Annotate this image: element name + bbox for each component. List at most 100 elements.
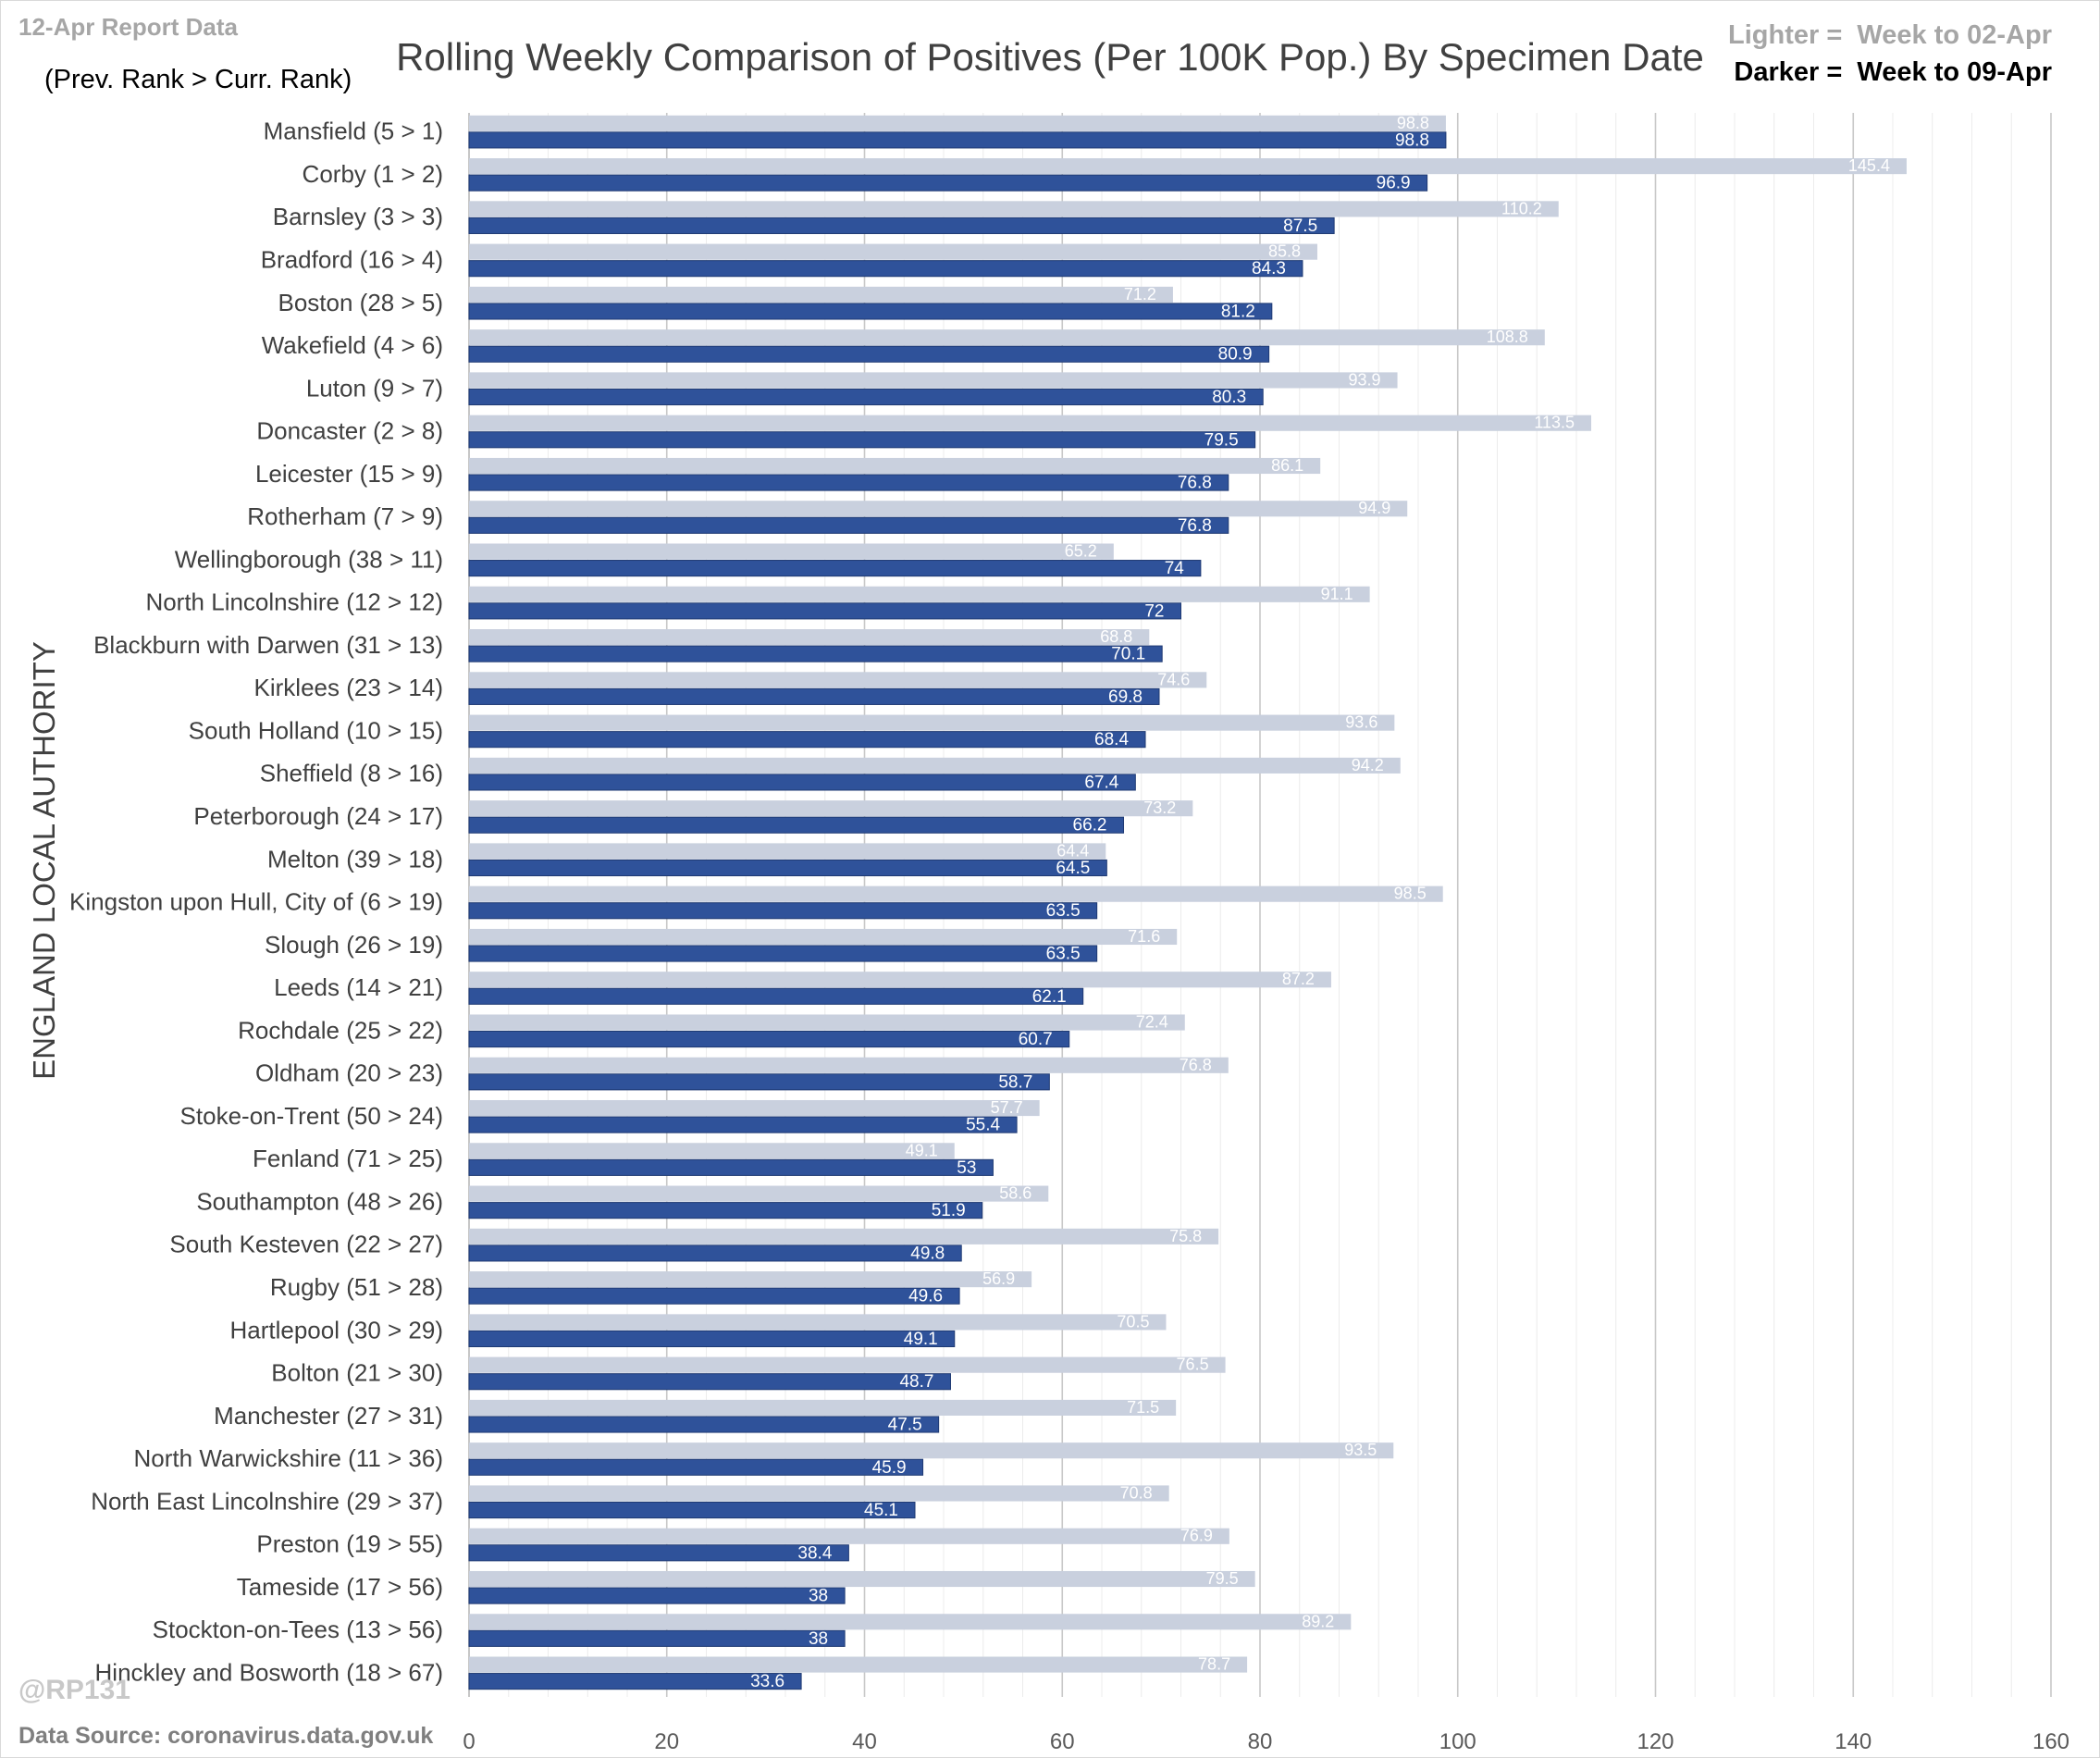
- bar-previous-week: [469, 243, 1317, 260]
- data-label-current-week: 48.7: [899, 1372, 933, 1392]
- category-label: North Warwickshire (11 > 36): [134, 1444, 443, 1472]
- category-label: Doncaster (2 > 8): [256, 417, 443, 445]
- bar-current-week: [468, 345, 1270, 363]
- bar-current-week: [468, 1544, 849, 1562]
- category-label: Hartlepool (30 > 29): [229, 1316, 443, 1343]
- bar-current-week: [468, 1030, 1070, 1048]
- data-label-previous-week: 75.8: [1169, 1227, 1202, 1245]
- category-label: Sheffield (8 > 16): [260, 760, 443, 787]
- category-label: Mansfield (5 > 1): [264, 118, 443, 145]
- bar-previous-week: [469, 800, 1193, 817]
- data-label-current-week: 84.3: [1252, 259, 1286, 279]
- data-label-previous-week: 49.1: [906, 1141, 938, 1159]
- bar-previous-week: [469, 1399, 1177, 1417]
- bar-current-week: [468, 388, 1264, 406]
- data-label-previous-week: 71.6: [1128, 927, 1160, 946]
- data-label-current-week: 49.1: [904, 1330, 938, 1349]
- bar-current-week: [468, 987, 1084, 1005]
- x-tick-label: 60: [1050, 1729, 1075, 1754]
- bar-previous-week: [469, 885, 1443, 902]
- data-label-current-week: 72: [1144, 601, 1164, 621]
- bar-previous-week: [469, 843, 1106, 860]
- category-label: Peterborough (24 > 17): [193, 802, 443, 830]
- data-label-current-week: 49.8: [910, 1244, 945, 1263]
- data-label-previous-week: 86.1: [1271, 456, 1303, 475]
- bar-current-week: [468, 217, 1335, 234]
- data-label-previous-week: 91.1: [1321, 585, 1353, 603]
- data-label-current-week: 69.8: [1108, 687, 1143, 707]
- bar-current-week: [468, 1073, 1050, 1091]
- bar-previous-week: [469, 1057, 1229, 1073]
- data-label-previous-week: 71.5: [1127, 1398, 1159, 1417]
- category-label: Preston (19 > 55): [256, 1530, 443, 1558]
- data-label-previous-week: 85.8: [1268, 242, 1301, 261]
- bar-current-week: [468, 1116, 1018, 1133]
- data-label-previous-week: 93.9: [1349, 370, 1381, 389]
- data-label-previous-week: 93.5: [1344, 1441, 1377, 1459]
- category-label: Kirklees (23 > 14): [254, 674, 443, 701]
- bar-previous-week: [469, 1014, 1185, 1031]
- bar-previous-week: [469, 757, 1401, 774]
- data-label-previous-week: 89.2: [1302, 1612, 1334, 1630]
- data-label-previous-week: 87.2: [1282, 970, 1315, 988]
- data-label-previous-week: 57.7: [991, 1098, 1023, 1117]
- bar-previous-week: [469, 1570, 1255, 1588]
- category-label: Leeds (14 > 21): [274, 973, 443, 1001]
- bar-current-week: [468, 1373, 951, 1391]
- category-label: Blackburn with Darwen (31 > 13): [93, 631, 443, 659]
- bar-previous-week: [469, 1442, 1394, 1459]
- bar-previous-week: [469, 1356, 1226, 1373]
- x-axis-ticks: 0 20 40 60 80 100 120 140 160: [463, 1729, 2069, 1754]
- data-label-current-week: 76.8: [1178, 516, 1212, 536]
- data-label-current-week: 33.6: [750, 1672, 784, 1691]
- data-label-current-week: 67.4: [1084, 773, 1118, 792]
- bar-previous-week: [469, 1485, 1169, 1502]
- data-source: Data Source: coronavirus.data.gov.uk: [19, 1723, 434, 1749]
- rank-note: (Prev. Rank > Curr. Rank): [44, 65, 352, 94]
- data-label-previous-week: 113.5: [1534, 414, 1575, 432]
- data-label-current-week: 60.7: [1019, 1030, 1053, 1049]
- data-label-current-week: 51.9: [932, 1201, 966, 1220]
- bar-current-week: [468, 1330, 956, 1348]
- data-label-current-week: 38.4: [797, 1543, 832, 1563]
- category-label: Boston (28 > 5): [278, 289, 444, 316]
- data-label-current-week: 87.5: [1283, 217, 1317, 236]
- bar-previous-week: [469, 1314, 1167, 1331]
- category-label: Southampton (48 > 26): [196, 1187, 443, 1215]
- data-label-current-week: 38: [809, 1587, 828, 1606]
- bar-previous-week: [469, 629, 1150, 646]
- x-tick-label: 140: [1834, 1729, 1871, 1754]
- category-label: Manchester (27 > 31): [214, 1402, 443, 1430]
- data-label-current-week: 38: [809, 1629, 828, 1649]
- data-label-current-week: 63.5: [1046, 945, 1081, 964]
- bar-current-week: [468, 687, 1160, 705]
- data-label-previous-week: 110.2: [1501, 199, 1542, 217]
- data-label-current-week: 64.5: [1056, 859, 1090, 878]
- category-label: Wellingborough (38 > 11): [175, 545, 443, 573]
- bar-previous-week: [469, 1614, 1352, 1630]
- bar-previous-week: [469, 1143, 955, 1159]
- bar-previous-week: [469, 329, 1545, 346]
- x-tick-label: 100: [1439, 1729, 1476, 1754]
- bar-previous-week: [469, 201, 1559, 217]
- category-label: South Kesteven (22 > 27): [169, 1231, 443, 1258]
- category-label: Stoke-on-Trent (50 > 24): [180, 1102, 443, 1130]
- bar-current-week: [468, 645, 1163, 662]
- bar-current-week: [468, 1158, 994, 1176]
- bar-current-week: [468, 816, 1125, 834]
- data-label-current-week: 62.1: [1032, 987, 1067, 1007]
- bar-previous-week: [469, 586, 1370, 602]
- data-label-previous-week: 70.5: [1117, 1312, 1149, 1331]
- x-tick-label: 40: [852, 1729, 877, 1754]
- bar-previous-week: [469, 457, 1321, 475]
- category-label: Corby (1 > 2): [303, 160, 443, 188]
- data-label-previous-week: 70.8: [1120, 1483, 1153, 1502]
- chart-title: Rolling Weekly Comparison of Positives (…: [396, 35, 1704, 79]
- category-label: Rotherham (7 > 9): [247, 502, 443, 530]
- data-label-previous-week: 76.9: [1180, 1527, 1213, 1545]
- category-label: Rugby (51 > 28): [270, 1273, 443, 1301]
- category-label: South Holland (10 > 15): [189, 716, 443, 744]
- data-label-current-week: 96.9: [1377, 174, 1411, 193]
- bar-current-week: [468, 303, 1273, 320]
